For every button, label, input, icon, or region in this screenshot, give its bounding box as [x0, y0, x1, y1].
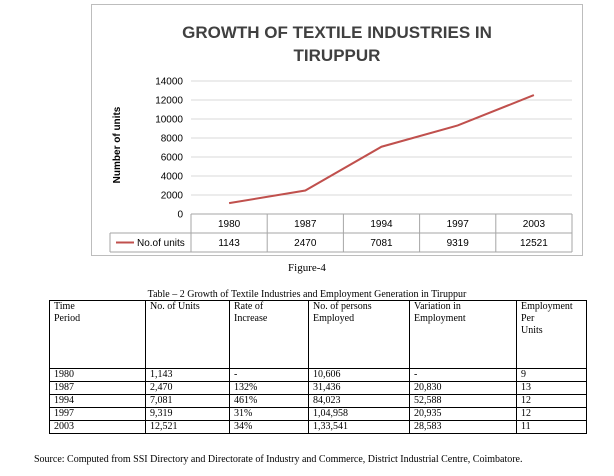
- y-tick-label: 2000: [161, 191, 184, 202]
- table-cell: 1,143: [145, 368, 230, 382]
- data-value-label: 7081: [370, 238, 393, 249]
- table-cell: 13: [516, 381, 587, 395]
- table-cell: 1,33,541: [308, 420, 410, 434]
- source-note: Source: Computed from SSI Directory and …: [34, 454, 523, 465]
- table-row: 1987 2,470 132% 31,436 20,830 13: [49, 381, 587, 395]
- figure-caption: Figure-4: [288, 262, 326, 274]
- table-cell: 2,470: [145, 381, 230, 395]
- table-cell: 12: [516, 394, 587, 408]
- table-cell: 31,436: [308, 381, 410, 395]
- table-cell: 20,935: [409, 407, 517, 421]
- table-cell: -: [409, 368, 517, 382]
- table-cell: 20,830: [409, 381, 517, 395]
- table-cell: 9,319: [145, 407, 230, 421]
- table-caption: Table – 2 Growth of Textile Industries a…: [147, 289, 467, 300]
- series-line: [228, 94, 535, 205]
- y-axis-label: Number of units: [112, 106, 123, 183]
- table-header-cell: No. of Units: [145, 300, 230, 369]
- x-category-label: 1987: [294, 219, 317, 230]
- table-cell: 52,588: [409, 394, 517, 408]
- table-row: 1997 9,319 31% 1,04,958 20,935 12: [49, 407, 587, 421]
- table-cell: 31%: [229, 407, 309, 421]
- x-category-label: 1997: [447, 219, 470, 230]
- table-row: 1980 1,143-10,606-9: [49, 368, 587, 382]
- series-lines: [228, 94, 535, 205]
- y-tick-label: 8000: [161, 134, 184, 145]
- y-tick-label: 4000: [161, 172, 184, 183]
- chart-data-table: 1980 1987 1994 1997 2003 No.of units 1143 2470 7…: [109, 213, 573, 253]
- chart-title-line-2: TIRUPPUR: [294, 46, 381, 65]
- y-tick-label: 14000: [155, 77, 183, 88]
- table-cell: 9: [516, 368, 587, 382]
- data-value-label: 12521: [520, 238, 548, 249]
- table-header-row: Time Period No. of Units Rate of Increase No.…: [49, 300, 587, 369]
- table-header-cell: No. of persons Employed: [308, 300, 410, 369]
- x-category-label: 1994: [370, 219, 393, 230]
- table-header-cell: Time Period: [49, 300, 146, 369]
- table-cell: 2003: [49, 420, 146, 434]
- line-chart: GROWTH OF TEXTILE INDUSTRIES IN TIRUPPUR…: [109, 23, 573, 253]
- table-cell: 1980: [49, 368, 146, 382]
- y-tick-label: 12000: [155, 96, 183, 107]
- table-header-cell: Employment Per Units: [516, 300, 587, 369]
- table-cell: 34%: [229, 420, 309, 434]
- y-tick-labels: 0 2000 4000 6000 8000 10000 12000 14000: [155, 77, 183, 221]
- x-category-label: 2003: [523, 219, 546, 230]
- table-cell: 461%: [229, 394, 309, 408]
- table-cell: 7,081: [145, 394, 230, 408]
- y-tick-label: 0: [177, 210, 183, 221]
- table-cell: 1994: [49, 394, 146, 408]
- table-cell: -: [229, 368, 309, 382]
- legend-label: No.of units: [137, 238, 185, 249]
- gridlines: [191, 80, 572, 196]
- table-row: 1994 7,081 461% 84,023 52,588 12: [49, 394, 587, 408]
- chart-area: GROWTH OF TEXTILE INDUSTRIES IN TIRUPPUR…: [91, 4, 583, 256]
- data-value-label: 9319: [447, 238, 470, 249]
- data-value-label: 2470: [294, 238, 317, 249]
- table-body: 1980 1,143-10,606-9 1987 2,470 132% 31,436 20,…: [49, 368, 587, 434]
- x-category-label: 1980: [218, 219, 241, 230]
- table-cell: 132%: [229, 381, 309, 395]
- table-cell: 28,583: [409, 420, 517, 434]
- table-header-cell: Variation in Employment: [409, 300, 517, 369]
- data-value-label: 1143: [218, 238, 240, 249]
- table-header-cell: Rate of Increase: [229, 300, 309, 369]
- y-tick-label: 10000: [155, 115, 183, 126]
- chart-title-line-1: GROWTH OF TEXTILE INDUSTRIES IN: [182, 23, 492, 42]
- data-table: Time Period No. of Units Rate of Increase No.…: [49, 300, 587, 434]
- table-cell: 84,023: [308, 394, 410, 408]
- table-cell: 10,606: [308, 368, 410, 382]
- y-tick-label: 6000: [161, 153, 184, 164]
- table-cell: 1987: [49, 381, 146, 395]
- table-cell: 12: [516, 407, 587, 421]
- table-row: 2003 12,521 34% 1,33,541 28,583 11: [49, 420, 587, 434]
- table-cell: 12,521: [145, 420, 230, 434]
- table-cell: 11: [516, 420, 587, 434]
- table-cell: 1,04,958: [308, 407, 410, 421]
- table-cell: 1997: [49, 407, 146, 421]
